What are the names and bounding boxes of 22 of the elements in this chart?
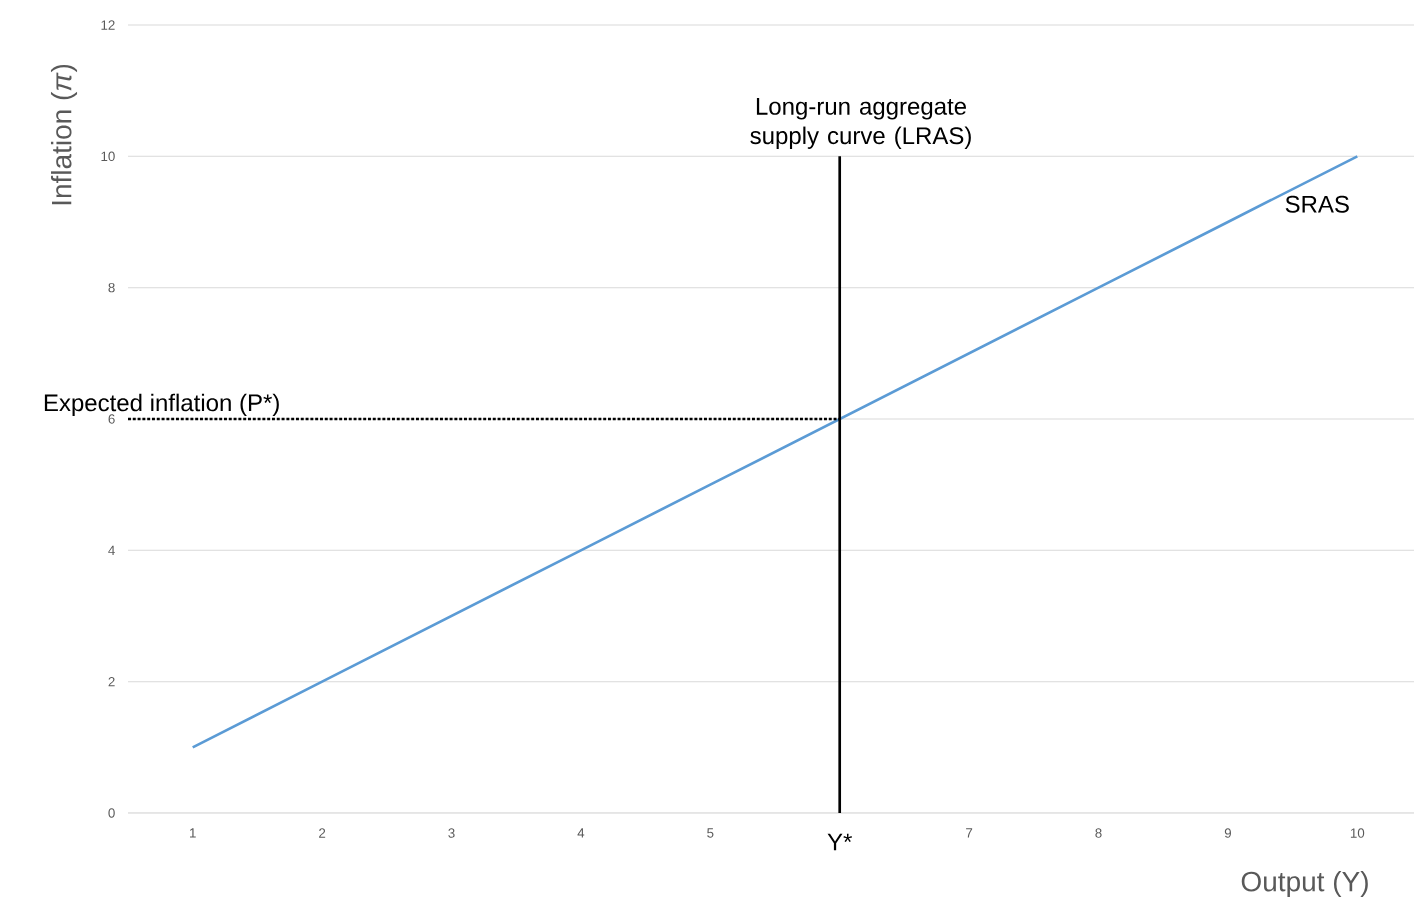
x-tick-label: 3: [448, 828, 455, 838]
x-tick-label: 9: [1224, 828, 1231, 838]
y-axis-title: Inflation (π): [50, 64, 78, 205]
x-tick-label: 5: [707, 828, 714, 838]
x-tick-label: 4: [577, 828, 585, 838]
annotation: Y*: [827, 833, 853, 851]
x-axis-title: Output (Y): [1241, 870, 1368, 898]
x-tick-label: 7: [966, 828, 973, 838]
series-label: Expected inflation (P*): [44, 393, 279, 417]
x-tick-label: 2: [319, 828, 326, 838]
y-tick-label: 0: [108, 808, 115, 818]
y-tick-label: 8: [108, 282, 115, 293]
series-label: Long-run aggregate supply curve (LRAS): [750, 98, 971, 149]
y-tick-label: 2: [108, 677, 115, 687]
y-tick-label: 4: [108, 545, 115, 555]
y-tick-label: 6: [108, 414, 115, 424]
series-label: SRAS: [1285, 195, 1349, 213]
x-tick-label: 10: [1350, 828, 1365, 838]
x-tick-label: 1: [190, 828, 196, 838]
x-tick-label: 8: [1095, 828, 1102, 838]
y-tick-label: 12: [101, 20, 115, 30]
y-tick-label: 10: [101, 151, 115, 162]
